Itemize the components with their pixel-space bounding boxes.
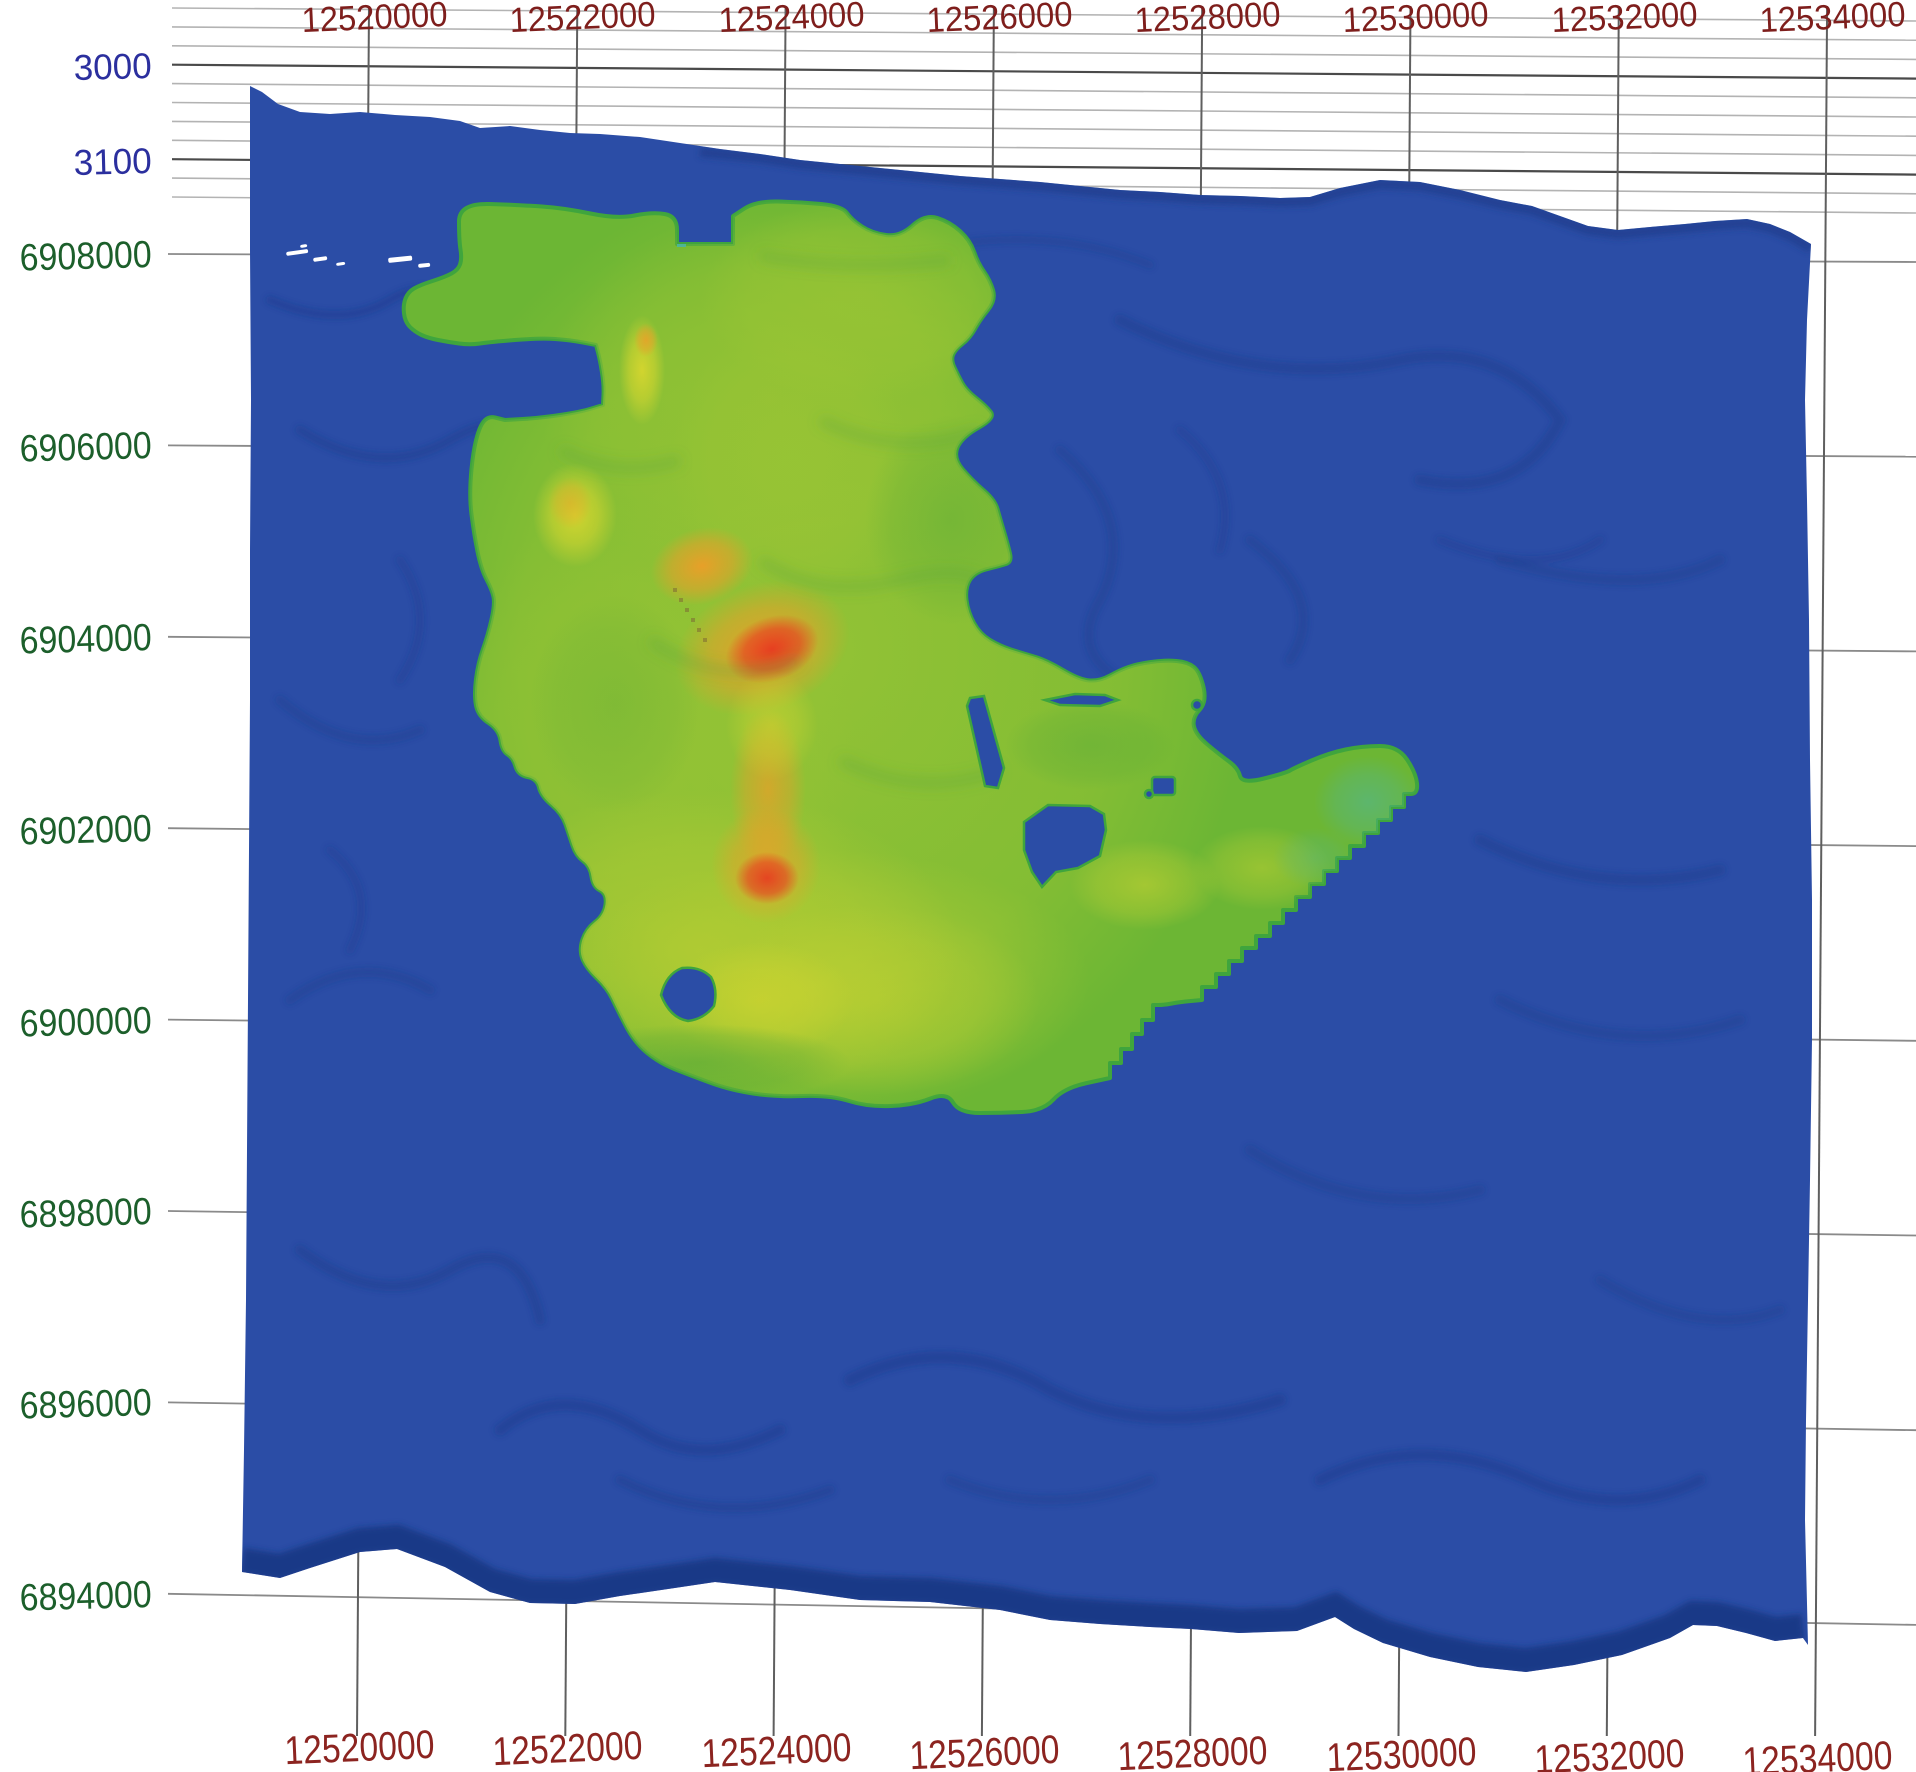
svg-text:3100: 3100: [73, 140, 152, 183]
svg-text:12530000: 12530000: [1342, 0, 1490, 40]
svg-text:3000: 3000: [73, 45, 152, 88]
svg-text:6898000: 6898000: [19, 1191, 152, 1236]
svg-text:12524000: 12524000: [718, 0, 866, 40]
svg-text:12520000: 12520000: [301, 0, 449, 40]
svg-text:12524000: 12524000: [701, 1726, 853, 1772]
svg-text:6906000: 6906000: [19, 425, 152, 470]
svg-text:6900000: 6900000: [19, 1000, 152, 1045]
svg-text:12522000: 12522000: [492, 1724, 644, 1772]
svg-text:12528000: 12528000: [1117, 1729, 1269, 1772]
svg-text:6902000: 6902000: [19, 808, 152, 853]
svg-text:12526000: 12526000: [909, 1728, 1061, 1772]
svg-text:6896000: 6896000: [19, 1382, 152, 1427]
svg-text:6894000: 6894000: [19, 1574, 152, 1619]
svg-text:12530000: 12530000: [1326, 1730, 1478, 1772]
svg-text:12526000: 12526000: [926, 0, 1074, 40]
svg-text:6908000: 6908000: [19, 234, 152, 279]
svg-text:12532000: 12532000: [1534, 1732, 1686, 1772]
svg-text:12534000: 12534000: [1742, 1734, 1894, 1772]
svg-text:12534000: 12534000: [1759, 0, 1907, 40]
svg-text:12522000: 12522000: [509, 0, 657, 40]
svg-text:6904000: 6904000: [19, 617, 152, 662]
svg-text:12520000: 12520000: [284, 1723, 436, 1772]
svg-text:12532000: 12532000: [1551, 0, 1699, 40]
svg-text:12528000: 12528000: [1134, 0, 1282, 40]
